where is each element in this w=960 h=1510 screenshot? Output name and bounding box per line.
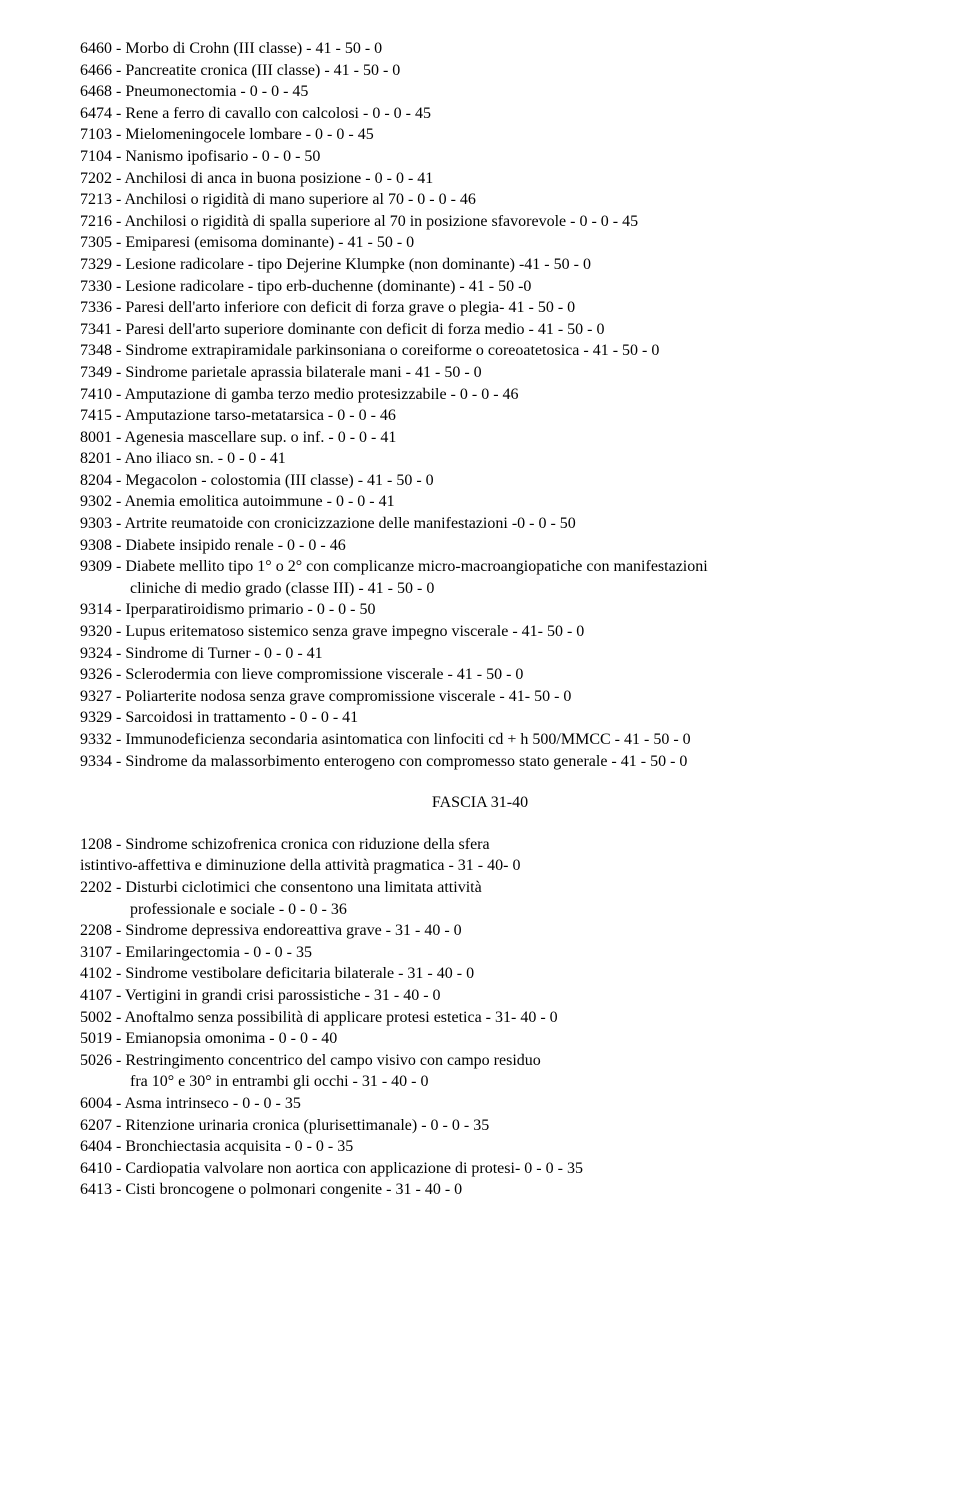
text-line: 2208 - Sindrome depressiva endoreattiva … (80, 920, 880, 942)
text-line: 7336 - Paresi dell'arto inferiore con de… (80, 297, 880, 319)
text-line: 9332 - Immunodeficienza secondaria asint… (80, 729, 880, 751)
text-line: 4107 - Vertigini in grandi crisi parossi… (80, 985, 880, 1007)
text-line: 7305 - Emiparesi (emisoma dominante) - 4… (80, 232, 880, 254)
text-line: 8204 - Megacolon - colostomia (III class… (80, 470, 880, 492)
text-line: 9327 - Poliarterite nodosa senza grave c… (80, 686, 880, 708)
text-line: 9303 - Artrite reumatoide con cronicizza… (80, 513, 880, 535)
text-line: 6410 - Cardiopatia valvolare non aortica… (80, 1158, 880, 1180)
text-line: 7216 - Anchilosi o rigidità di spalla su… (80, 211, 880, 233)
text-line: 9334 - Sindrome da malassorbimento enter… (80, 751, 880, 773)
text-line: 9302 - Anemia emolitica autoimmune - 0 -… (80, 491, 880, 513)
text-line: 6468 - Pneumonectomia - 0 - 0 - 45 (80, 81, 880, 103)
text-line: 8201 - Ano iliaco sn. - 0 - 0 - 41 (80, 448, 880, 470)
text-line: 5019 - Emianopsia omonima - 0 - 0 - 40 (80, 1028, 880, 1050)
text-line: 5026 - Restringimento concentrico del ca… (80, 1050, 880, 1072)
text-line: 4102 - Sindrome vestibolare deficitaria … (80, 963, 880, 985)
text-line: 5002 - Anoftalmo senza possibilità di ap… (80, 1007, 880, 1029)
text-line: 1208 - Sindrome schizofrenica cronica co… (80, 834, 880, 856)
text-line: 7330 - Lesione radicolare - tipo erb-duc… (80, 276, 880, 298)
text-line: 6404 - Bronchiectasia acquisita - 0 - 0 … (80, 1136, 880, 1158)
text-line: 6413 - Cisti broncogene o polmonari cong… (80, 1179, 880, 1201)
text-line: istintivo-affettiva e diminuzione della … (80, 855, 880, 877)
text-line: 7348 - Sindrome extrapiramidale parkinso… (80, 340, 880, 362)
text-line: 7103 - Mielomeningocele lombare - 0 - 0 … (80, 124, 880, 146)
text-line: cliniche di medio grado (classe III) - 4… (80, 578, 880, 600)
text-line: 7349 - Sindrome parietale aprassia bilat… (80, 362, 880, 384)
text-line: 9324 - Sindrome di Turner - 0 - 0 - 41 (80, 643, 880, 665)
text-line: 6004 - Asma intrinseco - 0 - 0 - 35 (80, 1093, 880, 1115)
text-line: professionale e sociale - 0 - 0 - 36 (80, 899, 880, 921)
text-line: 6466 - Pancreatite cronica (III classe) … (80, 60, 880, 82)
text-line: 7410 - Amputazione di gamba terzo medio … (80, 384, 880, 406)
text-line: 6474 - Rene a ferro di cavallo con calco… (80, 103, 880, 125)
text-line: 7329 - Lesione radicolare - tipo Dejerin… (80, 254, 880, 276)
text-line: 3107 - Emilaringectomia - 0 - 0 - 35 (80, 942, 880, 964)
text-line: 6460 - Morbo di Crohn (III classe) - 41 … (80, 38, 880, 60)
text-line: 7341 - Paresi dell'arto superiore domina… (80, 319, 880, 341)
text-line: 9326 - Sclerodermia con lieve compromiss… (80, 664, 880, 686)
text-line: 7213 - Anchilosi o rigidità di mano supe… (80, 189, 880, 211)
section-heading: FASCIA 31-40 (80, 792, 880, 814)
text-line: 9308 - Diabete insipido renale - 0 - 0 -… (80, 535, 880, 557)
text-line: 7202 - Anchilosi di anca in buona posizi… (80, 168, 880, 190)
text-line: 7415 - Amputazione tarso-metatarsica - 0… (80, 405, 880, 427)
text-line: 2202 - Disturbi ciclotimici che consento… (80, 877, 880, 899)
text-line: 9314 - Iperparatiroidismo primario - 0 -… (80, 599, 880, 621)
text-line: 7104 - Nanismo ipofisario - 0 - 0 - 50 (80, 146, 880, 168)
text-line: 8001 - Agenesia mascellare sup. o inf. -… (80, 427, 880, 449)
text-line: 9329 - Sarcoidosi in trattamento - 0 - 0… (80, 707, 880, 729)
text-line: 9320 - Lupus eritematoso sistemico senza… (80, 621, 880, 643)
text-line: 6207 - Ritenzione urinaria cronica (plur… (80, 1115, 880, 1137)
text-line: 9309 - Diabete mellito tipo 1° o 2° con … (80, 556, 880, 578)
text-line: fra 10° e 30° in entrambi gli occhi - 31… (80, 1071, 880, 1093)
